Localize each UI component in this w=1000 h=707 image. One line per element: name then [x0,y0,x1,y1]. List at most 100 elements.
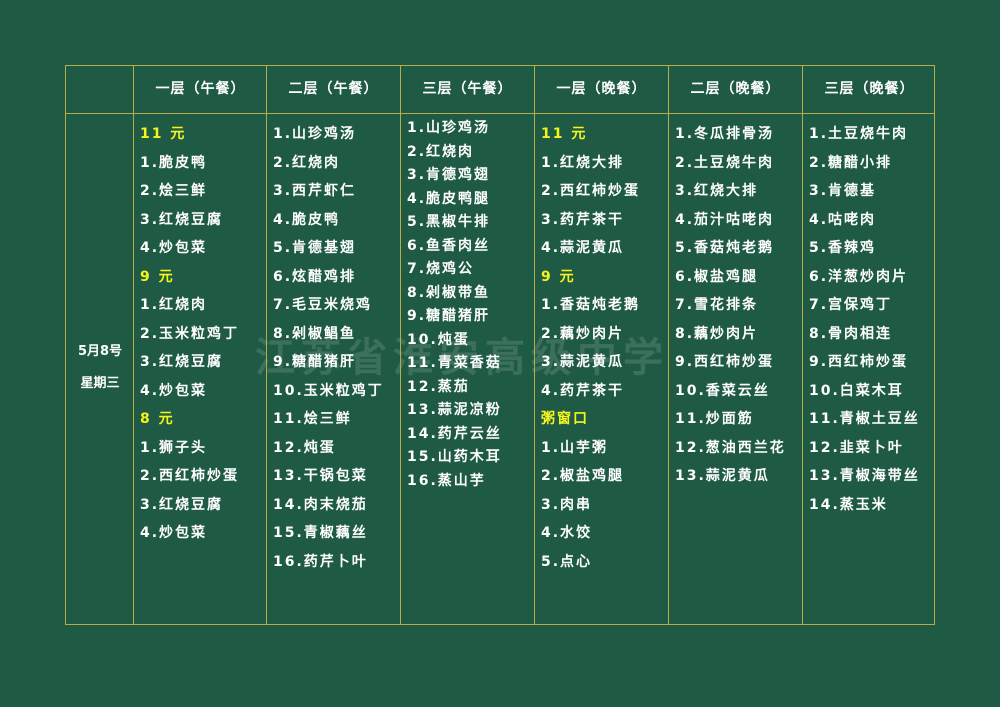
price-heading: 8 元 [140,411,175,427]
column-header: 二层（晚餐） [690,81,781,97]
menu-item: 2.椒盐鸡腿 [541,468,625,484]
menu-item: 4.蒜泥黄瓜 [541,240,625,256]
menu-item: 1.红烧大排 [541,154,625,171]
menu-table: 5月8号 星期三 一层（午餐） 11 元 1.脆皮鸭 2.烩三鲜 3.红烧豆腐 4.炒包菜… [65,65,935,625]
menu-item: 7.毛豆米烧鸡 [273,297,373,313]
menu-item: 13.蒜泥凉粉 [407,402,502,418]
menu-item: 7.雪花排条 [675,297,759,313]
menu-item: 5.香菇炖老鹅 [675,240,775,256]
menu-item: 6.洋葱炒肉片 [809,268,909,285]
menu-item: 4.咕咾肉 [809,211,877,228]
menu-item: 3.红烧豆腐 [140,354,224,370]
menu-item: 2.西红柿炒蛋 [541,183,641,199]
menu-column: 11 元 1.红烧大排 2.西红柿炒蛋 3.药芹茶干 4.蒜泥黄瓜 9 元 1.香菇炖老鹅 2… [535,114,668,576]
menu-item: 9.西红柿炒蛋 [809,354,909,370]
menu-item: 8.藕炒肉片 [675,325,759,342]
menu-item: 6.椒盐鸡腿 [675,268,759,285]
menu-item: 2.糖醋小排 [809,154,893,171]
price-heading: 11 元 [140,126,187,142]
menu-item: 1.土豆烧牛肉 [809,126,909,142]
menu-item: 5.点心 [541,553,593,570]
menu-item: 16.蒸山芋 [407,472,486,489]
menu-item: 3.红烧大排 [675,183,759,199]
menu-item: 16.药芹卜叶 [273,553,368,570]
menu-item: 2.西红柿炒蛋 [140,468,240,484]
menu-item: 14.蒸玉米 [809,496,888,513]
menu-item: 1.冬瓜排骨汤 [675,126,775,142]
header-divider [66,113,934,114]
menu-item: 4.水饺 [541,525,593,541]
menu-item: 3.肯德鸡翅 [407,167,491,183]
column-divider [802,66,803,624]
menu-item: 11.烩三鲜 [273,411,352,427]
menu-item: 6.鱼香肉丝 [407,237,491,254]
column-divider [266,66,267,624]
menu-item: 8.剁椒带鱼 [407,284,491,301]
menu-item: 8.剁椒鲳鱼 [273,325,357,342]
date-label: 5月8号 [77,344,123,359]
menu-item: 7.烧鸡公 [407,261,475,277]
menu-item: 4.茄汁咕咾肉 [675,211,775,228]
menu-item: 12.韭菜卜叶 [809,439,904,456]
menu-item: 2.红烧肉 [273,154,341,171]
menu-item: 3.西芹虾仁 [273,183,357,199]
price-heading: 粥窗口 [541,411,589,427]
menu-item: 3.肉串 [541,496,593,513]
menu-item: 12.蒸茄 [407,378,470,395]
menu-item: 9.糖醋猪肝 [407,308,491,324]
menu-item: 2.藕炒肉片 [541,325,625,342]
column-header: 三层（午餐） [422,81,513,97]
menu-item: 15.山药木耳 [407,449,502,465]
menu-item: 3.红烧豆腐 [140,211,224,228]
column-divider [534,66,535,624]
menu-item: 5.黑椒牛排 [407,214,491,230]
menu-item: 13.蒜泥黄瓜 [675,468,770,484]
menu-item: 11.青菜香菇 [407,355,502,371]
column-divider [668,66,669,624]
menu-item: 3.药芹茶干 [541,211,625,228]
menu-column: 1.山珍鸡汤 2.红烧肉 3.西芹虾仁 4.脆皮鸭 5.肯德基翅 6.炫醋鸡排 7.毛豆米烧… [267,114,400,576]
menu-item: 10.白菜木耳 [809,382,904,399]
menu-item: 1.山珍鸡汤 [273,126,357,142]
menu-item: 8.骨肉相连 [809,325,893,342]
menu-item: 6.炫醋鸡排 [273,268,357,285]
menu-column: 1.冬瓜排骨汤 2.土豆烧牛肉 3.红烧大排 4.茄汁咕咾肉 5.香菇炖老鹅 6.椒盐鸡腿… [669,114,802,491]
price-heading: 9 元 [140,268,175,285]
menu-item: 15.青椒藕丝 [273,525,368,541]
menu-item: 2.红烧肉 [407,143,475,160]
menu-item: 9.西红柿炒蛋 [675,354,775,370]
menu-item: 5.香辣鸡 [809,240,877,256]
menu-item: 2.土豆烧牛肉 [675,154,775,171]
weekday-label: 星期三 [80,376,120,391]
menu-item: 4.脆皮鸭 [273,211,341,228]
menu-item: 1.山珍鸡汤 [407,120,491,136]
menu-column: 11 元 1.脆皮鸭 2.烩三鲜 3.红烧豆腐 4.炒包菜 9 元 1.红烧肉 2.玉米粒鸡丁… [134,114,267,548]
menu-item: 12.葱油西兰花 [675,439,786,456]
menu-item: 4.药芹茶干 [541,382,625,399]
menu-item: 3.蒜泥黄瓜 [541,354,625,370]
menu-item: 10.炖蛋 [407,331,470,348]
menu-item: 7.宫保鸡丁 [809,297,893,313]
menu-item: 4.炒包菜 [140,382,208,399]
menu-item: 4.炒包菜 [140,525,208,541]
menu-item: 11.青椒土豆丝 [809,411,920,427]
column-header: 一层（晚餐） [556,81,647,97]
menu-item: 1.红烧肉 [140,297,208,313]
menu-item: 14.肉末烧茄 [273,496,368,513]
menu-item: 5.肯德基翅 [273,240,357,256]
column-header: 一层（午餐） [155,81,246,97]
menu-item: 10.玉米粒鸡丁 [273,382,384,399]
menu-column: 1.土豆烧牛肉 2.糖醋小排 3.肯德基 4.咕咾肉 5.香辣鸡 6.洋葱炒肉片 7.宫保鸡… [803,114,936,519]
menu-item: 3.肯德基 [809,183,877,199]
price-heading: 9 元 [541,268,576,285]
menu-item: 3.红烧豆腐 [140,496,224,513]
menu-item: 9.糖醋猪肝 [273,354,357,370]
menu-item: 11.炒面筋 [675,411,754,427]
price-heading: 11 元 [541,126,588,142]
menu-item: 12.炖蛋 [273,439,336,456]
menu-item: 13.青椒海带丝 [809,468,920,484]
menu-item: 4.炒包菜 [140,240,208,256]
menu-item: 1.山芋粥 [541,439,609,456]
menu-item: 13.干锅包菜 [273,468,368,484]
menu-item: 2.烩三鲜 [140,183,208,199]
